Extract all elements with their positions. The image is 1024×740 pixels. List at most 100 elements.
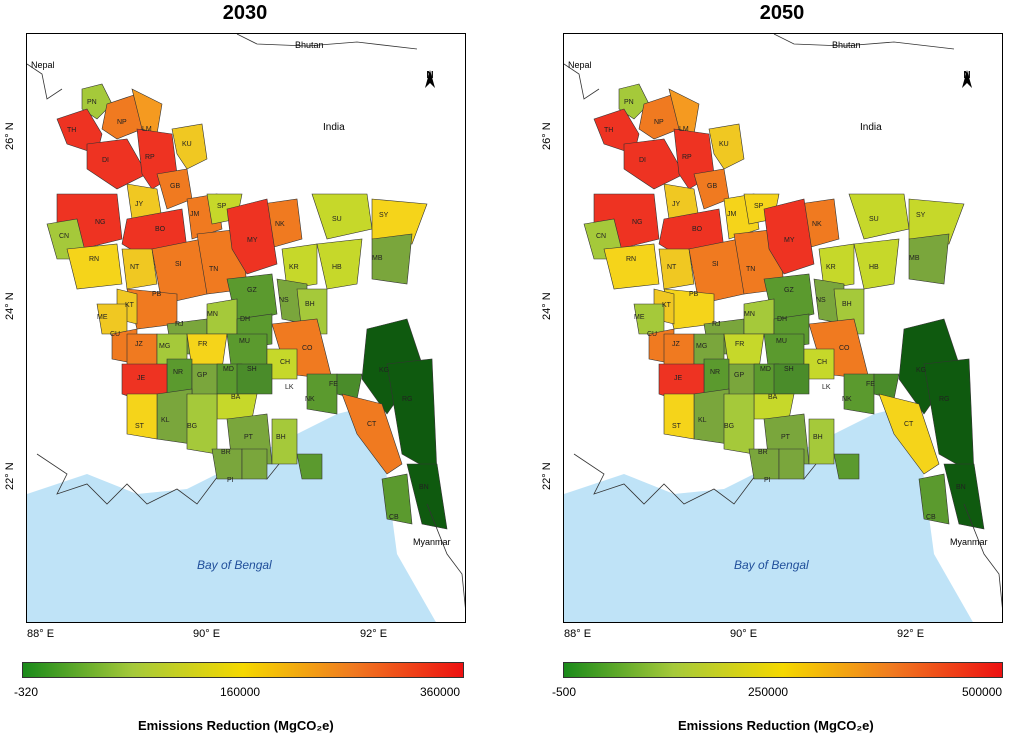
svg-text:KT: KT (662, 302, 672, 309)
svg-text:SP: SP (754, 203, 764, 210)
svg-text:DH: DH (240, 316, 250, 323)
svg-text:TN: TN (746, 266, 755, 273)
svg-text:GP: GP (197, 372, 207, 379)
svg-text:HB: HB (869, 264, 879, 271)
svg-text:MN: MN (744, 311, 755, 318)
svg-text:DI: DI (102, 157, 109, 164)
svg-text:DI: DI (639, 157, 646, 164)
y-tick-22: 22° N (4, 462, 16, 490)
svg-text:JE: JE (137, 375, 146, 382)
label-myanmar: Myanmar (413, 537, 451, 547)
svg-text:MD: MD (223, 366, 234, 373)
sea-area (27, 404, 436, 622)
label-nepal: Nepal (31, 60, 55, 70)
svg-text:SU: SU (869, 216, 879, 223)
svg-text:CH: CH (280, 359, 290, 366)
svg-text:SH: SH (784, 366, 794, 373)
svg-text:BH: BH (842, 301, 852, 308)
legend-colorbar-2050 (563, 662, 1003, 678)
svg-text:NP: NP (654, 119, 664, 126)
svg-text:SI: SI (712, 261, 719, 268)
svg-text:CT: CT (367, 421, 377, 428)
svg-text:ME: ME (97, 314, 108, 321)
legend-mid-2030: 160000 (220, 685, 261, 699)
svg-text:MY: MY (247, 237, 258, 244)
svg-text:KR: KR (826, 264, 836, 271)
svg-text:KT: KT (125, 302, 135, 309)
svg-text:JY: JY (135, 201, 144, 208)
svg-text:KU: KU (719, 141, 729, 148)
svg-text:MG: MG (696, 343, 707, 350)
svg-text:NS: NS (279, 297, 289, 304)
svg-text:MU: MU (239, 338, 250, 345)
svg-text:PN: PN (624, 99, 634, 106)
svg-text:RP: RP (145, 154, 155, 161)
svg-text:BN: BN (419, 484, 429, 491)
x-tick-92: 92° E (360, 628, 388, 640)
svg-text:BR: BR (221, 449, 231, 456)
svg-text:NT: NT (130, 264, 140, 271)
svg-text:PI: PI (227, 477, 234, 484)
svg-text:HB: HB (332, 264, 342, 271)
svg-text:SY: SY (379, 212, 389, 219)
svg-text:NK: NK (305, 396, 315, 403)
svg-text:FE: FE (866, 381, 875, 388)
svg-text:BH: BH (813, 434, 823, 441)
svg-text:JZ: JZ (135, 341, 144, 348)
svg-text:RG: RG (939, 396, 950, 403)
svg-text:SY: SY (916, 212, 926, 219)
legend-colorbar-2030 (22, 662, 464, 678)
legend-min-2050: -500 (552, 685, 577, 699)
svg-text:PT: PT (244, 434, 254, 441)
svg-text:RN: RN (89, 256, 99, 263)
svg-text:BG: BG (724, 423, 734, 430)
svg-text:KL: KL (161, 417, 170, 424)
svg-text:KG: KG (916, 367, 926, 374)
svg-text:TH: TH (604, 127, 613, 134)
svg-text:PB: PB (152, 291, 162, 298)
svg-text:MB: MB (909, 255, 920, 262)
svg-text:KR: KR (289, 264, 299, 271)
map-2030: PN TH NP LM KU DI RP GB NG JY BO JM SP NK SU SY … (26, 33, 466, 623)
svg-text:RN: RN (626, 256, 636, 263)
svg-text:BA: BA (768, 394, 778, 401)
svg-text:JM: JM (727, 211, 737, 218)
map-title-2050: 2050 (759, 2, 805, 24)
svg-text:MB: MB (372, 255, 383, 262)
svg-text:MY: MY (784, 237, 795, 244)
svg-text:GZ: GZ (784, 287, 794, 294)
svg-text:NG: NG (632, 219, 643, 226)
svg-text:PI: PI (764, 477, 771, 484)
svg-text:BH: BH (305, 301, 315, 308)
svg-text:ST: ST (135, 423, 145, 430)
svg-text:RP: RP (682, 154, 692, 161)
label-myanmar-2050: Myanmar (950, 537, 988, 547)
svg-text:GB: GB (707, 183, 717, 190)
svg-text:CB: CB (389, 514, 399, 521)
svg-text:BN: BN (956, 484, 966, 491)
svg-text:NK: NK (812, 221, 822, 228)
svg-text:NP: NP (117, 119, 127, 126)
svg-text:FR: FR (735, 341, 744, 348)
label-bay-of-bengal-2050: Bay of Bengal (734, 558, 809, 572)
north-arrow-icon: N (960, 70, 974, 88)
legend-max-2050: 500000 (962, 685, 1003, 699)
svg-text:GB: GB (170, 183, 180, 190)
svg-text:CU: CU (110, 331, 120, 338)
svg-text:RG: RG (402, 396, 413, 403)
svg-text:LK: LK (285, 384, 294, 391)
svg-text:TH: TH (67, 127, 76, 134)
svg-text:FE: FE (329, 381, 338, 388)
label-india-2050: India (860, 122, 882, 133)
districts-2030 (46, 83, 448, 530)
districts-2050 (583, 83, 985, 530)
x-tick-92-2050: 92° E (897, 628, 925, 640)
svg-text:NG: NG (95, 219, 106, 226)
svg-text:MU: MU (776, 338, 787, 345)
y-tick-24: 24° N (4, 292, 16, 320)
y-tick-22-2050: 22° N (541, 462, 553, 490)
y-tick-26-2050: 26° N (541, 122, 553, 150)
label-bhutan: Bhutan (295, 40, 324, 50)
svg-text:SP: SP (217, 203, 227, 210)
